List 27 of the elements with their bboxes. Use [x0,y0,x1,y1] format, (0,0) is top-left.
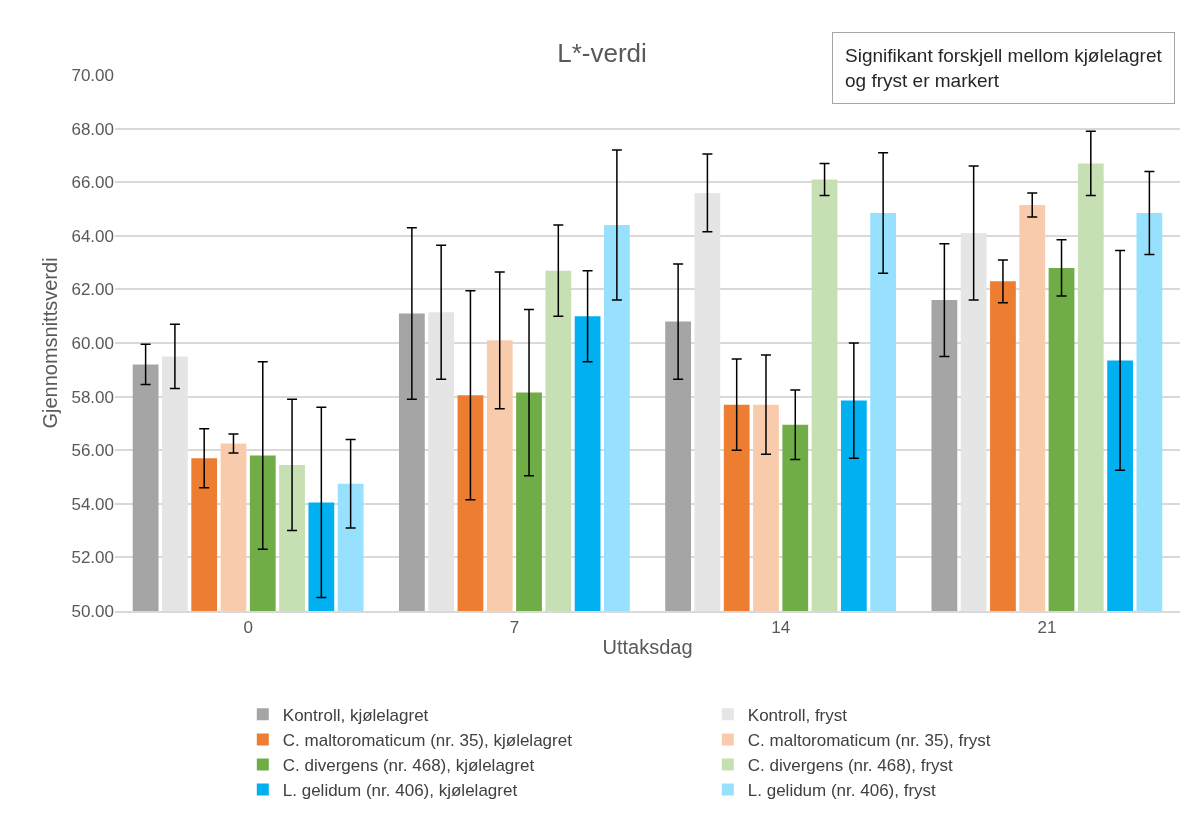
y-tick-label: 50.00 [71,601,114,621]
legend-label: C. maltoromaticum (nr. 35), kjølelagret [282,731,573,751]
y-axis-title: Gjennomsnittsverdi [38,257,61,429]
legend-label: C. divergens (nr. 468), fryst [747,756,954,776]
x-tick-label: 7 [509,618,520,638]
y-tick-label: 68.00 [71,119,114,139]
legend-label: C. maltoromaticum (nr. 35), fryst [747,731,991,751]
y-tick-label: 64.00 [71,226,114,246]
legend-label: Kontroll, kjølelagret [282,705,429,725]
x-tick-label: 14 [771,618,791,638]
y-tick-label: 60.00 [71,333,114,353]
y-tick-label: 52.00 [71,548,114,568]
y-tick-label: 66.00 [71,173,114,193]
y-tick-label: 54.00 [71,494,114,514]
y-tick-label: 56.00 [71,441,114,461]
y-tick-label: 58.00 [71,387,114,407]
x-tick-label: 21 [1037,618,1057,638]
y-tick-label: 70.00 [71,65,114,85]
x-tick-label: 0 [243,618,253,638]
y-tick-label: 62.00 [71,280,114,300]
legend-label: L. gelidum (nr. 406), fryst [747,781,937,801]
annotation: Signifikant forskjell mellom kjølelagret og fryst er markert [845,45,1163,91]
legend-label: C. divergens (nr. 468), kjølelagret [282,756,535,776]
chart-title: L*-verdi [557,38,647,69]
legend-label: Kontroll, fryst [747,705,848,725]
x-axis-title: Uttaksdag [602,636,693,659]
legend-label: L. gelidum (nr. 406), kjølelagret [282,781,518,801]
